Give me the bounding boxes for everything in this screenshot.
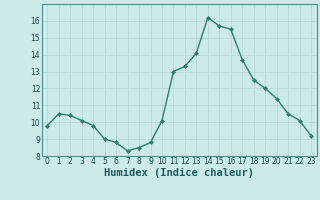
X-axis label: Humidex (Indice chaleur): Humidex (Indice chaleur) [104, 168, 254, 178]
